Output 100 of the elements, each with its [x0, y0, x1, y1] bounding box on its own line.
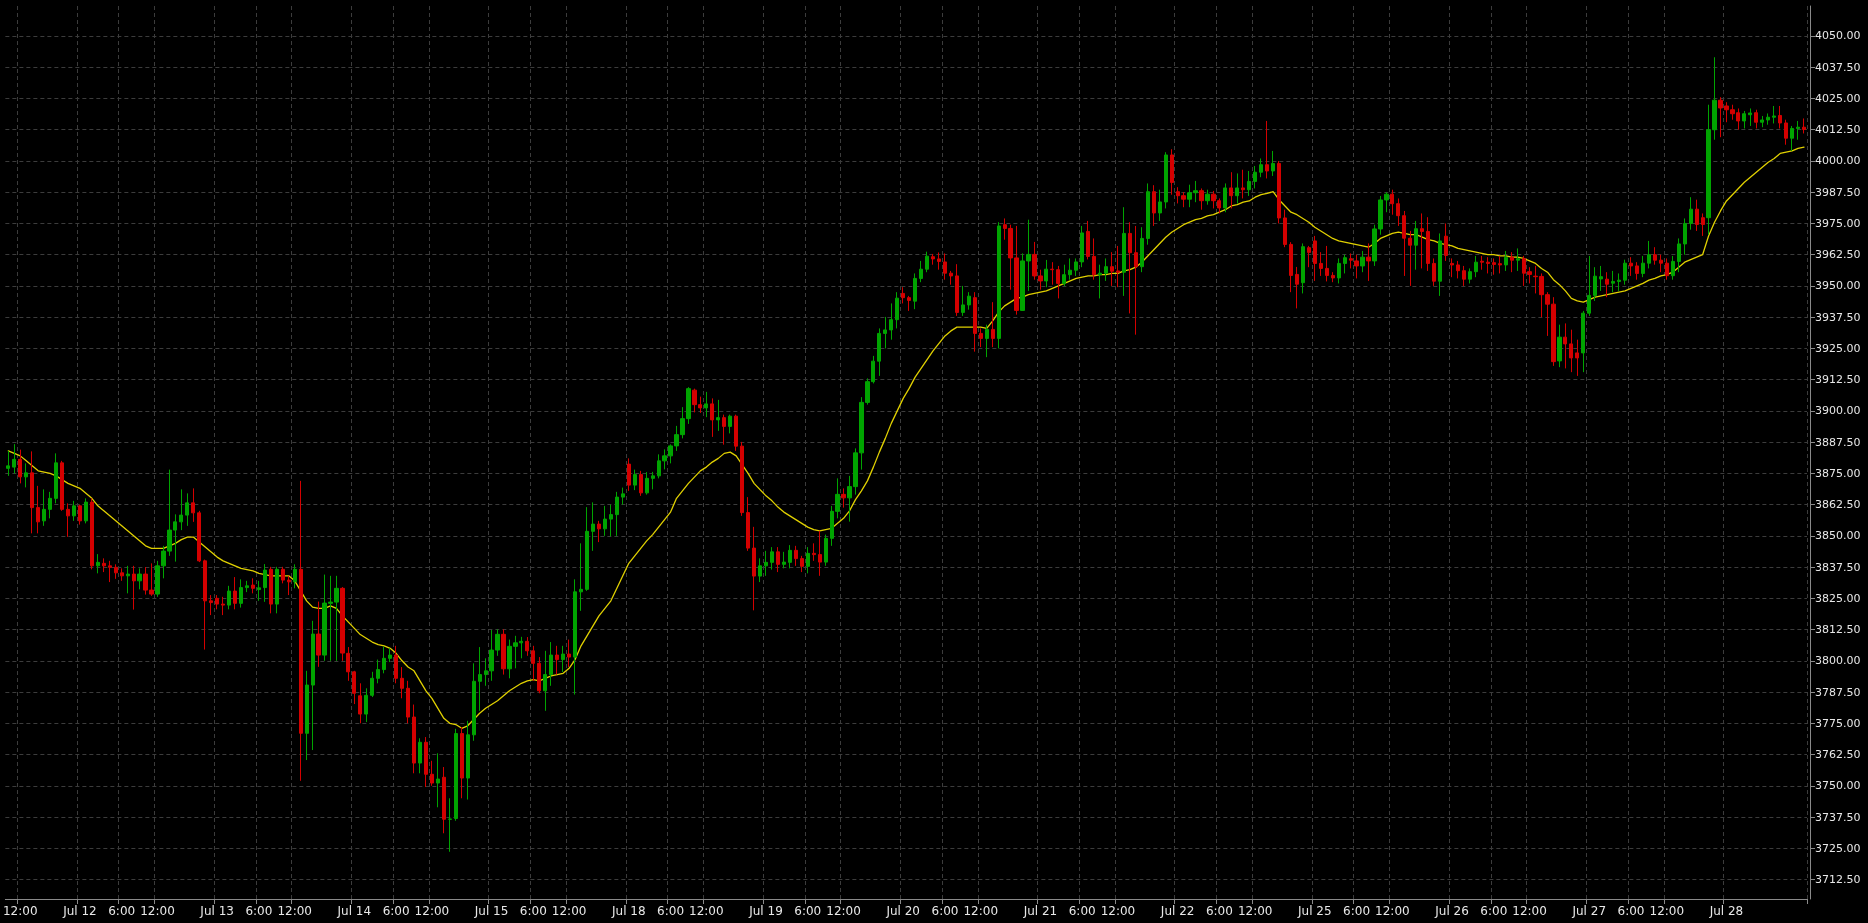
candlestick — [997, 221, 1001, 349]
candlestick — [1784, 119, 1788, 146]
candlestick — [1134, 225, 1138, 336]
candlestick — [1742, 110, 1746, 129]
candlestick — [1647, 240, 1651, 269]
candlestick — [1241, 169, 1245, 199]
candlestick — [788, 544, 792, 569]
candlestick — [609, 504, 613, 537]
y-tick-label: 3837.50 — [1815, 560, 1861, 574]
y-tick-label: 3900.00 — [1815, 404, 1861, 418]
candlestick — [1623, 259, 1627, 286]
candlestick — [1438, 232, 1442, 297]
candlestick — [955, 263, 959, 317]
x-tick-label: Jul 26 — [1434, 904, 1469, 918]
y-tick-label: 3712.50 — [1815, 873, 1861, 887]
candlestick — [812, 542, 816, 562]
candlestick — [1289, 241, 1293, 293]
candlestick — [1689, 196, 1693, 231]
candlestick — [794, 545, 798, 567]
candlestick — [1044, 259, 1048, 288]
candlestick — [1677, 237, 1681, 273]
candlestick — [1748, 107, 1752, 127]
candlestick — [442, 766, 446, 834]
candlestick — [24, 462, 28, 488]
candlestick — [316, 601, 321, 668]
candlestick — [185, 492, 189, 527]
candlestick — [478, 646, 482, 712]
x-tick-label: 6:00 — [1480, 904, 1508, 918]
candlestick — [466, 720, 470, 801]
x-tick-label: 6:00 — [519, 904, 547, 918]
x-tick-label: 12:00 — [1649, 904, 1685, 918]
x-tick-label: 12:00 — [140, 904, 175, 918]
x-tick-label: 6:00 — [657, 904, 685, 918]
candlestick — [776, 546, 780, 573]
candlestick — [991, 301, 995, 348]
x-tick-label: 6:00 — [794, 904, 822, 918]
candlestick — [818, 530, 822, 577]
x-tick-label: 6:00 — [108, 904, 136, 918]
candlestick — [132, 565, 136, 611]
y-tick-label: 3825.00 — [1815, 591, 1861, 605]
candlestick — [78, 504, 82, 526]
candlestick — [239, 578, 243, 609]
x-tick-label: 12:00 — [1100, 904, 1136, 918]
candlestick — [627, 457, 631, 492]
candlestick — [54, 452, 58, 504]
candlestick — [448, 797, 452, 853]
candlestick — [1796, 120, 1800, 141]
candlestick — [985, 324, 989, 358]
candlestick — [287, 575, 291, 596]
x-tick-label: Jul 12 — [62, 904, 97, 918]
candlestick — [1766, 112, 1770, 126]
candlestick — [1295, 266, 1299, 309]
candlestick — [967, 291, 971, 311]
candlestick — [973, 291, 977, 353]
y-tick-label: 3725.00 — [1815, 841, 1861, 855]
candlestick — [269, 566, 273, 614]
x-tick-label: 6:00 — [1343, 904, 1371, 918]
candlestick — [525, 636, 529, 657]
candlestick — [1695, 199, 1699, 232]
candlestick — [919, 260, 923, 283]
candlestick — [1122, 206, 1126, 297]
candlestick — [221, 596, 225, 616]
candlestick — [215, 594, 219, 610]
candlestick — [1068, 257, 1072, 281]
candlestick — [1480, 255, 1484, 271]
candlestick — [1229, 171, 1233, 209]
candlestick — [382, 646, 386, 674]
candlestick — [1611, 270, 1615, 293]
candlestick — [1456, 260, 1460, 279]
candlestick — [752, 526, 756, 611]
candlestick — [1360, 250, 1365, 273]
candlestick — [1629, 256, 1633, 277]
candlestick — [1050, 261, 1054, 286]
candlestick — [293, 563, 297, 589]
x-tick-label: 6:00 — [382, 904, 410, 918]
candlestick — [1414, 220, 1418, 271]
candlestick — [209, 594, 213, 616]
x-tick-label: 6:00 — [1617, 904, 1645, 918]
candlestick — [1516, 247, 1520, 272]
candlestick — [1128, 221, 1132, 314]
x-tick-label: 6:00 — [245, 904, 273, 918]
candlestick — [227, 585, 231, 610]
candlestick — [1772, 105, 1776, 124]
candlestick — [90, 497, 94, 570]
candlestick — [567, 639, 571, 668]
candlestick — [824, 534, 828, 567]
candlestick — [883, 316, 887, 349]
y-tick-label: 3850.00 — [1815, 529, 1861, 543]
candlestick — [1104, 257, 1108, 282]
candlestick — [1587, 255, 1591, 317]
x-tick-label: 12:00 — [2, 904, 38, 918]
candlestick — [645, 471, 649, 496]
candlestick — [66, 502, 70, 538]
candlestick — [102, 557, 106, 573]
candlestick — [1265, 120, 1269, 179]
candlestick — [1313, 235, 1317, 282]
candlestick — [1444, 222, 1448, 262]
x-tick-label: 6:00 — [931, 904, 959, 918]
candlestick — [96, 553, 100, 574]
candlestick — [179, 488, 183, 531]
